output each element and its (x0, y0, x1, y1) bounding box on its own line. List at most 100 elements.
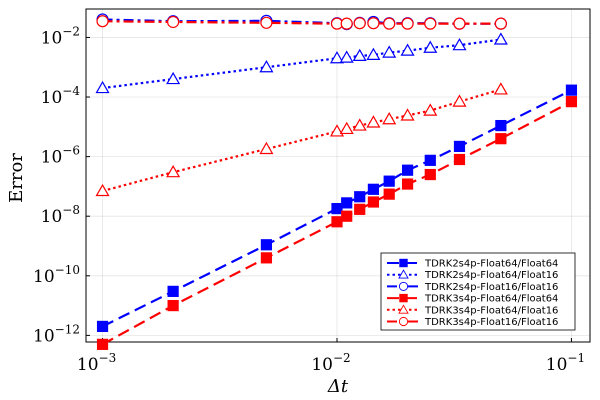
data-point (95, 80, 110, 94)
data-point (452, 94, 467, 107)
data-point (96, 338, 109, 350)
data-point (341, 210, 353, 222)
legend-entry: TDRK2s4p-Float16/Float16 (387, 281, 558, 293)
y-tick-label: 10−2 (41, 24, 80, 48)
y-tick-label: 10−8 (41, 203, 80, 227)
data-point (96, 15, 109, 28)
y-tick-label: 10−6 (41, 144, 80, 168)
data-point (352, 118, 367, 131)
x-tick-exponent: −2 (333, 351, 351, 365)
data-point (367, 196, 380, 208)
plot-frame (85, 8, 591, 343)
data-point (167, 15, 180, 29)
series-layer (95, 13, 578, 350)
legend-label: TDRK2s4p-Float16/Float16 (424, 282, 558, 293)
data-point (366, 115, 381, 128)
data-point (453, 140, 466, 153)
data-point (565, 96, 578, 108)
y-tick-base: 10 (33, 326, 55, 346)
data-point (352, 48, 367, 61)
data-point (166, 164, 181, 178)
data-point (260, 16, 273, 29)
data-point (401, 178, 414, 190)
legend-entry: TDRK3s4p-Float64/Float64 (387, 294, 558, 305)
data-point (495, 133, 507, 145)
legend-label: TDRK3s4p-Float64/Float64 (424, 294, 558, 305)
series-2 (95, 32, 508, 94)
data-point (366, 47, 381, 60)
data-point (453, 153, 466, 166)
data-point (260, 252, 273, 264)
legend-marker (398, 316, 409, 327)
legend-entry: TDRK2s4p-Float64/Float64 (387, 259, 558, 270)
y-tick-exponent: −6 (62, 144, 80, 158)
data-point (339, 121, 354, 135)
data-point (495, 119, 507, 132)
series-line (102, 18, 501, 26)
y-tick-exponent: −4 (62, 84, 80, 98)
grid-layer (86, 9, 590, 342)
y-tick-base: 10 (41, 88, 63, 108)
data-point (95, 183, 110, 197)
data-point (424, 154, 436, 166)
series-line (102, 20, 501, 25)
y-tick-exponent: −10 (55, 263, 80, 277)
x-tick-base: 10 (311, 355, 333, 375)
legend-entry: TDRK3s4p-Float64/Float16 (387, 304, 558, 316)
data-point (259, 141, 274, 155)
legend-label: TDRK2s4p-Float64/Float64 (424, 259, 558, 270)
data-point (166, 71, 181, 85)
y-tick-base: 10 (33, 267, 55, 287)
legend-marker (398, 281, 409, 291)
legend-box (380, 252, 576, 331)
series-3 (96, 13, 507, 31)
data-point (340, 17, 353, 30)
x-tick-label: 10−1 (546, 351, 585, 375)
data-point (354, 203, 366, 215)
y-tick-exponent: −8 (62, 203, 80, 217)
y-tick-label: 10−10 (33, 263, 80, 287)
data-point (424, 17, 437, 30)
legend-label: TDRK3s4p-Float64/Float16 (424, 305, 558, 316)
series-1 (96, 84, 578, 333)
series-4 (96, 96, 578, 350)
y-tick-exponent: −2 (62, 24, 80, 38)
y-tick-base: 10 (41, 148, 63, 168)
data-point (329, 51, 345, 64)
data-point (400, 43, 415, 56)
legend-label: TDRK2s4p-Float64/Float16 (424, 270, 558, 281)
series-line (102, 38, 502, 90)
data-point (331, 216, 343, 228)
data-point (565, 84, 578, 96)
data-point (96, 320, 109, 333)
legend-entries: TDRK2s4p-Float64/Float64TDRK2s4p-Float64… (387, 259, 558, 328)
legend-marker (398, 269, 409, 279)
x-axis-title: Δt (327, 376, 349, 397)
data-point (329, 124, 345, 137)
legend-entry: TDRK2s4p-Float64/Float16 (387, 269, 558, 281)
data-point (423, 103, 438, 116)
x-tick-label: 10−2 (311, 351, 350, 375)
legend-marker (398, 304, 409, 314)
data-point (367, 17, 380, 30)
data-point (424, 168, 436, 181)
data-point (259, 60, 274, 73)
y-tick-exponent: −12 (55, 322, 80, 336)
data-point (493, 32, 508, 45)
series-5 (95, 82, 508, 197)
x-tick-base: 10 (546, 355, 568, 375)
legend-label: TDRK3s4p-Float16/Float16 (424, 317, 558, 328)
y-tick-base: 10 (41, 207, 63, 227)
y-tick-label: 10−4 (41, 84, 81, 108)
y-tick-base: 10 (41, 28, 63, 48)
data-point (331, 203, 343, 215)
legend-marker (399, 293, 408, 303)
y-axis-title: Error (6, 153, 27, 203)
data-point (452, 37, 467, 51)
data-point (339, 50, 354, 63)
data-point (382, 45, 397, 58)
x-tick-exponent: −1 (567, 351, 585, 365)
series-line (102, 88, 502, 193)
data-point (260, 239, 273, 251)
